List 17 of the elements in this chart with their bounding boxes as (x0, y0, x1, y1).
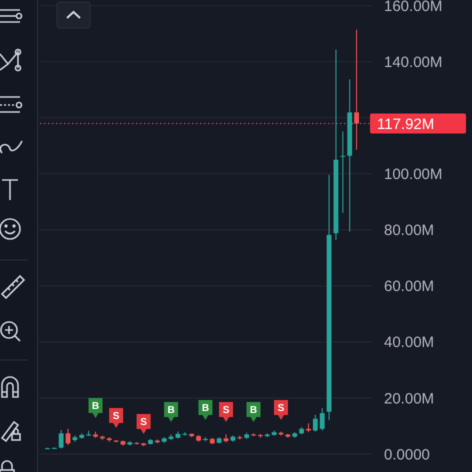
annotation: B (167, 405, 175, 416)
y-tick-label: 100.00M (384, 166, 442, 184)
annotation: S (222, 405, 230, 416)
annotation: S (140, 417, 148, 428)
ref-line-label: 117.92M (377, 116, 434, 133)
y-tick-label: 40.00M (384, 334, 434, 352)
y-tick-label: 140.00M (384, 54, 442, 71)
annotation: S (278, 403, 285, 414)
y-tick-label: 60.00M (384, 278, 434, 296)
y-tick-label: 20.00M (384, 390, 434, 408)
y-tick-label: 0.0000 (384, 446, 430, 464)
annotation: S (112, 411, 120, 422)
y-tick-label: 160.00M (384, 0, 442, 15)
y-tick-label: 80.00M (384, 222, 434, 240)
annotation: B (250, 405, 258, 416)
annotation: B (202, 403, 210, 414)
annotation: B (92, 401, 100, 412)
